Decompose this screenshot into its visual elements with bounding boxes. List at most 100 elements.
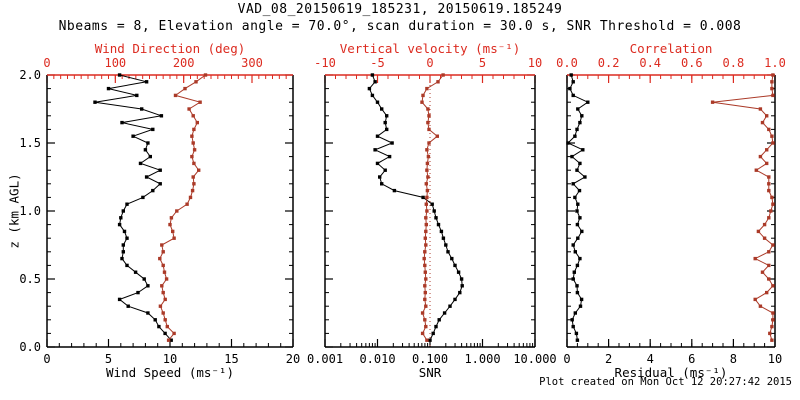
wind_speed-marker <box>121 250 125 254</box>
correlation-marker <box>771 311 775 315</box>
vertical_velocity-marker <box>427 114 431 118</box>
x-tick-label: 0.001 <box>307 352 343 366</box>
wind_direction-marker <box>191 141 195 145</box>
plot-subtitle: Nbeams = 8, Elevation angle = 70.0°, sca… <box>58 19 742 34</box>
correlation-marker <box>767 263 771 268</box>
snr-marker <box>392 188 397 193</box>
wind_speed-marker <box>143 148 148 152</box>
wind_direction-marker <box>164 277 169 281</box>
series-vertical_velocity <box>420 73 445 342</box>
wind_speed-marker <box>135 93 139 98</box>
residual-marker <box>576 236 580 240</box>
vertical_velocity-marker <box>423 318 427 322</box>
vertical_velocity-marker <box>425 188 430 193</box>
snr-marker <box>380 182 384 186</box>
correlation-marker <box>760 120 765 125</box>
correlation-marker <box>771 73 775 77</box>
wind_speed-marker <box>142 277 146 281</box>
wind_speed-marker <box>117 73 122 77</box>
vertical_velocity-marker <box>426 154 431 159</box>
residual-marker <box>571 182 575 186</box>
snr-marker <box>434 324 438 329</box>
wind_direction-marker <box>168 222 172 227</box>
wind_direction-marker <box>158 304 163 308</box>
wind_direction-marker <box>192 127 196 132</box>
wind_direction-marker <box>162 270 167 274</box>
wind_direction-marker <box>192 161 196 166</box>
snr-marker <box>373 148 377 152</box>
axis-title-vertical-velocity: Vertical velocity (ms⁻¹) <box>339 41 521 56</box>
wind_direction-marker <box>166 338 171 342</box>
correlation-marker <box>771 202 775 206</box>
correlation-marker <box>770 195 774 200</box>
wind_direction-marker <box>191 114 195 118</box>
wind_direction-marker <box>190 188 195 193</box>
vertical_velocity-marker <box>422 256 426 261</box>
wind_direction-marker <box>188 195 193 200</box>
residual-marker <box>571 277 575 281</box>
vertical_velocity-marker <box>420 100 424 104</box>
correlation-marker <box>767 250 771 254</box>
wind_speed-marker <box>125 236 129 240</box>
wind_speed-marker <box>159 114 164 118</box>
wind_direction-marker <box>161 250 165 254</box>
residual-marker <box>578 256 582 261</box>
wind_speed-marker <box>131 134 135 138</box>
footer-timestamp: Plot created on Mon Oct 12 20:27:42 2015 <box>539 376 792 388</box>
plot-title: VAD_08_20150619_185231, 20150619.185249 <box>237 2 563 17</box>
vertical_velocity-marker <box>427 127 431 132</box>
residual-marker <box>575 263 580 268</box>
wind_speed-marker <box>120 256 124 261</box>
y-tick-label: 1.0 <box>19 204 41 218</box>
top-tick-label: -5 <box>370 56 384 70</box>
wind_direction-marker <box>161 290 165 295</box>
vertical_velocity-marker <box>424 324 428 329</box>
snr-marker <box>439 229 444 234</box>
y-axis-title: z (km AGL) <box>6 173 22 249</box>
wind_speed-marker <box>120 120 124 125</box>
correlation-marker <box>758 304 763 308</box>
wind_speed-marker <box>121 243 125 247</box>
y-tick-label: 0.5 <box>19 272 41 286</box>
wind_direction-marker <box>172 236 176 240</box>
residual-marker <box>573 311 577 315</box>
wind_direction-marker <box>198 100 202 104</box>
residual-marker <box>575 290 580 295</box>
snr-marker <box>385 127 389 132</box>
vertical_velocity-marker <box>436 80 440 84</box>
residual-marker <box>570 318 574 322</box>
residual-marker <box>572 270 576 274</box>
series-residual <box>566 73 590 342</box>
wind_speed-marker <box>157 324 161 329</box>
correlation-marker <box>753 297 757 302</box>
vertical_velocity-marker <box>423 297 427 302</box>
vertical_velocity-marker <box>421 93 425 98</box>
vertical_velocity-marker <box>426 175 430 179</box>
series-wind_direction <box>158 73 208 342</box>
vertical_velocity-marker <box>426 120 430 125</box>
wind_speed-marker <box>117 297 122 302</box>
wind_direction-marker <box>172 331 176 336</box>
wind_direction-marker <box>195 120 199 125</box>
top-tick-label: 0 <box>43 56 50 70</box>
vertical_velocity-marker <box>423 250 427 254</box>
correlation-marker <box>762 222 767 227</box>
x-tick-label: 10 <box>768 352 782 366</box>
correlation-marker <box>710 100 715 104</box>
wind_direction-marker <box>190 154 194 159</box>
residual-marker <box>573 195 577 200</box>
snr-marker <box>431 331 435 336</box>
residual-marker <box>569 73 573 77</box>
wind_direction-marker <box>192 182 196 186</box>
vertical_velocity-marker <box>425 338 429 342</box>
wind_speed-marker <box>169 338 173 342</box>
wind_speed-marker <box>125 202 129 206</box>
top-tick-label: 0 <box>426 56 433 70</box>
correlation-marker <box>768 331 772 336</box>
vertical_velocity-marker <box>427 141 431 145</box>
residual-marker <box>575 168 579 172</box>
x-tick-label: 2 <box>605 352 612 366</box>
wind_direction-marker <box>197 168 201 172</box>
top-tick-label: 10 <box>528 56 542 70</box>
